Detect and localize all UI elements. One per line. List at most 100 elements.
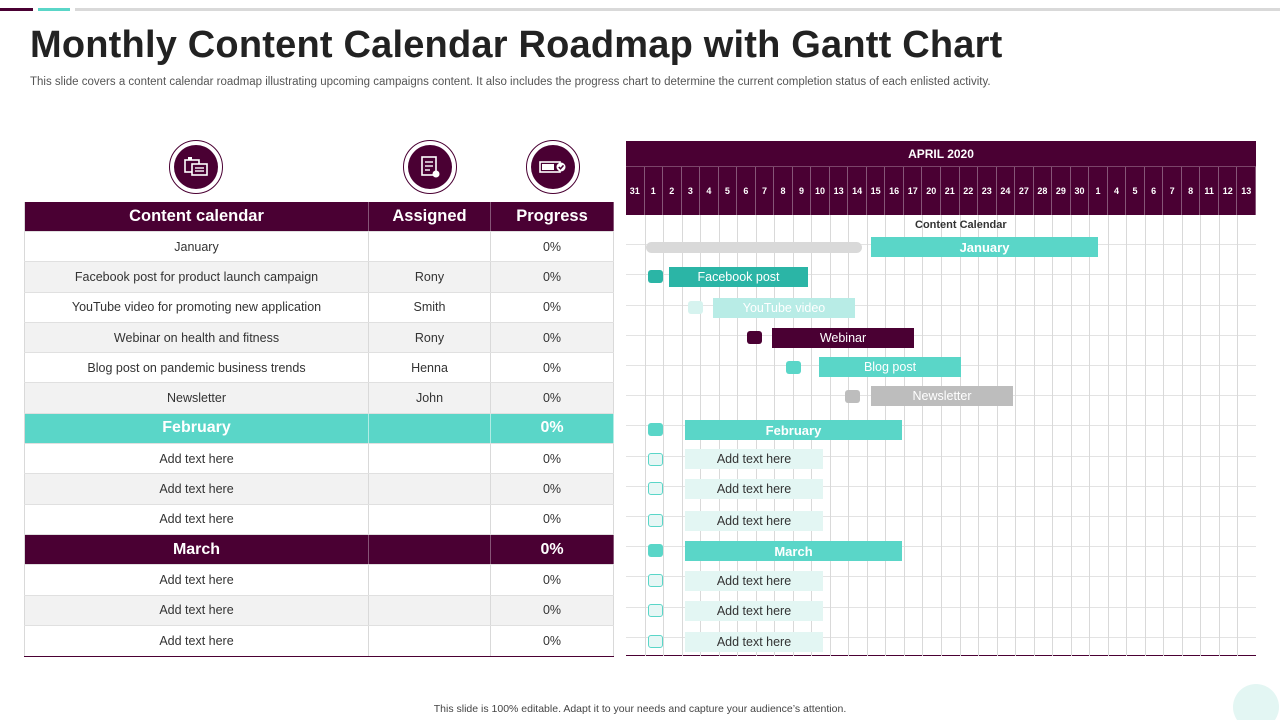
row-progress: 0% — [491, 322, 614, 353]
gantt-day-label: 27 — [1015, 167, 1034, 215]
row-progress: 0% — [491, 232, 614, 262]
gantt-bar-mar-3: Add text here — [685, 632, 823, 652]
table-row: Newsletter John 0% — [24, 383, 614, 414]
gantt-marker — [845, 390, 860, 403]
row-assigned — [369, 534, 491, 565]
table-row: Add text here 0% — [24, 565, 614, 596]
header-assigned: Assigned — [369, 202, 491, 231]
gantt-day-label: 2 — [663, 167, 682, 215]
gantt-day-label: 17 — [904, 167, 923, 215]
gantt-marker — [648, 544, 663, 557]
row-content: Add text here — [24, 504, 369, 534]
gantt-grid-vline — [1126, 215, 1128, 656]
row-assigned — [369, 474, 491, 504]
row-content: Add text here — [24, 565, 369, 595]
row-progress: 0% — [491, 504, 614, 534]
top-accent-rule-teal — [38, 8, 70, 11]
gantt-day-label: 11 — [1200, 167, 1219, 215]
table-row: Add text here 0% — [24, 625, 614, 657]
gantt-day-label: 20 — [922, 167, 941, 215]
gantt-day-label: 8 — [774, 167, 793, 215]
gantt-bar-march: March — [685, 541, 902, 561]
gantt-day-label: 13 — [830, 167, 849, 215]
table-row: Add text here 0% — [24, 474, 614, 505]
gantt-marker — [648, 270, 663, 283]
row-progress: 0% — [491, 595, 614, 625]
row-assigned — [369, 504, 491, 534]
row-assigned — [369, 565, 491, 595]
gantt-day-label: 10 — [811, 167, 830, 215]
gantt-grid-vline — [1218, 215, 1220, 656]
row-progress: 0% — [491, 292, 614, 322]
gantt-marker — [648, 604, 663, 617]
gantt-marker — [648, 635, 663, 648]
table-row: Facebook post for product launch campaig… — [24, 262, 614, 293]
row-progress: 0% — [491, 444, 614, 474]
gantt-marker — [648, 423, 663, 436]
gantt-day-label: 6 — [737, 167, 756, 215]
row-assigned — [369, 625, 491, 657]
row-content: Webinar on health and fitness — [24, 322, 369, 353]
gantt-month-header: APRIL 2020 — [626, 141, 1256, 167]
gantt-grid-vline — [663, 215, 665, 656]
table-row: Blog post on pandemic business trends He… — [24, 353, 614, 384]
gantt-day-label: 9 — [793, 167, 812, 215]
section-row-march: March 0% — [24, 534, 614, 566]
gantt-grid-vline — [1015, 215, 1017, 656]
gantt-day-label: 1 — [1089, 167, 1108, 215]
gantt-day-label: 21 — [941, 167, 960, 215]
gantt-day-label: 28 — [1034, 167, 1053, 215]
gantt-bar-facebook: Facebook post — [669, 267, 808, 287]
gantt-day-label: 12 — [1219, 167, 1238, 215]
row-assigned: Smith — [369, 292, 491, 322]
gantt-bar-mar-1: Add text here — [685, 571, 823, 591]
table-row: Webinar on health and fitness Rony 0% — [24, 322, 614, 354]
gantt-bar-youtube: YouTube video — [713, 298, 855, 318]
assigned-document-icon — [403, 140, 457, 194]
gantt-grid-vline — [1144, 215, 1146, 656]
table-row: YouTube video for promoting new applicat… — [24, 292, 614, 323]
gantt-day-label: 6 — [1145, 167, 1164, 215]
table-header-row: Content calendar Assigned Progress — [24, 202, 614, 232]
table-row: Add text here 0% — [24, 504, 614, 535]
gantt-grid-vline — [941, 215, 942, 656]
gantt-day-label: 7 — [1163, 167, 1182, 215]
gantt-marker — [786, 361, 801, 374]
row-assigned — [369, 595, 491, 625]
gantt-bar-february: February — [685, 420, 902, 440]
header-content-calendar: Content calendar — [24, 202, 369, 231]
gantt-grid-vline — [1107, 215, 1109, 656]
gantt-grid-vline — [1089, 215, 1091, 656]
gantt-grid-vline — [903, 215, 905, 656]
gantt-bar-mar-2: Add text here — [685, 601, 823, 621]
gantt-bar-webinar: Webinar — [772, 328, 914, 348]
gantt-grid-vline — [1237, 215, 1239, 656]
gantt-marker — [648, 453, 663, 466]
row-progress: 0% — [491, 565, 614, 595]
gantt-grid-vline — [1070, 215, 1072, 656]
gantt-grid-vline — [1033, 215, 1035, 656]
gantt-grid-vline — [922, 215, 924, 656]
row-content: Add text here — [24, 595, 369, 625]
gantt-section-label: Content Calendar — [915, 219, 1007, 231]
slide-subtitle: This slide covers a content calendar roa… — [30, 76, 991, 88]
row-content: Add text here — [24, 444, 369, 474]
table-row: Add text here 0% — [24, 595, 614, 626]
row-progress: 0% — [491, 474, 614, 504]
gantt-bar-feb-2: Add text here — [685, 479, 823, 499]
gantt-grid-vline — [1052, 215, 1054, 656]
gantt-grid-vline — [1181, 215, 1183, 656]
gantt-grid-vline — [681, 215, 683, 656]
slide-title: Monthly Content Calendar Roadmap with Ga… — [30, 24, 1003, 66]
row-content: Facebook post for product launch campaig… — [24, 262, 369, 292]
gantt-grid-vline — [1163, 215, 1165, 656]
row-content: Newsletter — [24, 383, 369, 413]
gantt-bar-newsletter: Newsletter — [871, 386, 1013, 406]
row-progress: 0% — [491, 625, 614, 657]
gantt-grid-vline — [644, 215, 646, 656]
gantt-day-label: 24 — [997, 167, 1016, 215]
header-progress: Progress — [491, 202, 614, 231]
gantt-day-label: 14 — [848, 167, 867, 215]
row-content: January — [24, 232, 369, 262]
gantt-bar-january: January — [871, 237, 1098, 257]
